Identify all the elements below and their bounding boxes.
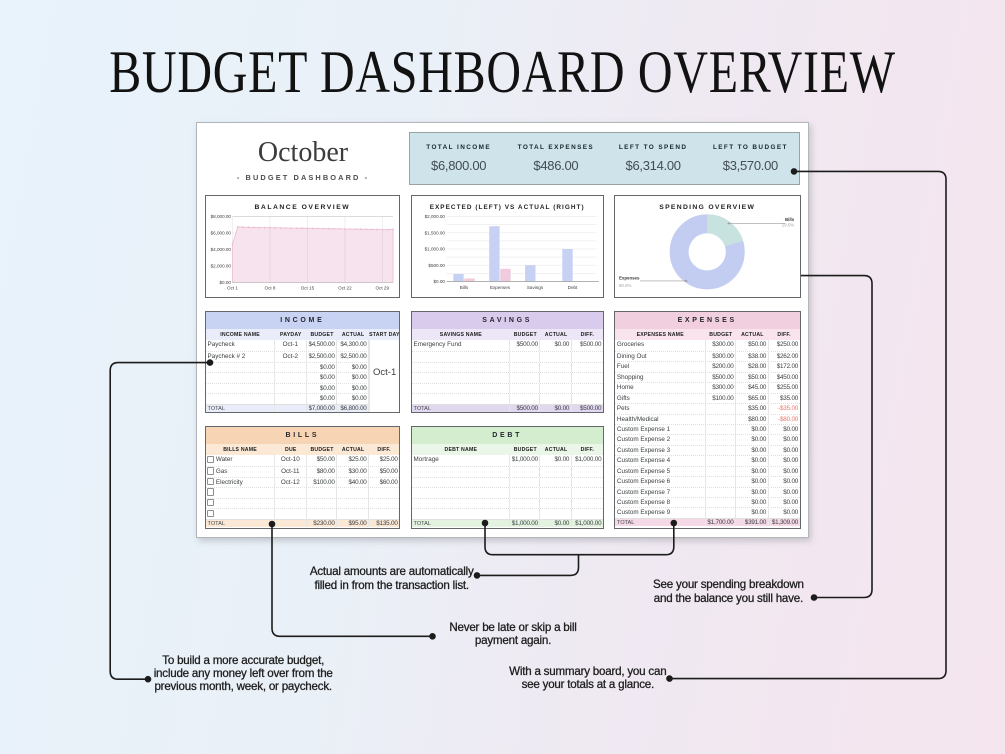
- svg-text:Debt: Debt: [567, 284, 577, 289]
- svg-text:$0.00: $0.00: [433, 279, 445, 284]
- svg-text:Bills: Bills: [785, 216, 795, 221]
- svg-text:$6,000.00: $6,000.00: [210, 230, 231, 235]
- svg-text:$1,500.00: $1,500.00: [424, 230, 445, 235]
- svg-text:$8,000.00: $8,000.00: [210, 214, 231, 219]
- svg-text:$0.00: $0.00: [219, 280, 231, 285]
- svg-text:80.5%: 80.5%: [619, 282, 632, 287]
- svg-text:$500.00: $500.00: [428, 262, 445, 267]
- svg-text:$4,000.00: $4,000.00: [210, 247, 231, 252]
- svg-text:$2,000.00: $2,000.00: [424, 214, 445, 219]
- svg-text:Expenses: Expenses: [489, 284, 510, 289]
- svg-text:Oct 15: Oct 15: [300, 285, 314, 290]
- svg-text:Savings: Savings: [526, 284, 543, 289]
- svg-text:Expenses: Expenses: [619, 275, 640, 280]
- svg-text:Oct 22: Oct 22: [338, 285, 352, 290]
- svg-text:Oct 29: Oct 29: [375, 285, 389, 290]
- svg-text:$1,000.00: $1,000.00: [424, 246, 445, 251]
- svg-text:$2,000.00: $2,000.00: [210, 263, 231, 268]
- svg-text:Oct 1: Oct 1: [227, 285, 238, 290]
- svg-text:19.5%: 19.5%: [782, 222, 795, 227]
- svg-text:Oct 8: Oct 8: [264, 285, 275, 290]
- svg-text:Bills: Bills: [459, 284, 468, 289]
